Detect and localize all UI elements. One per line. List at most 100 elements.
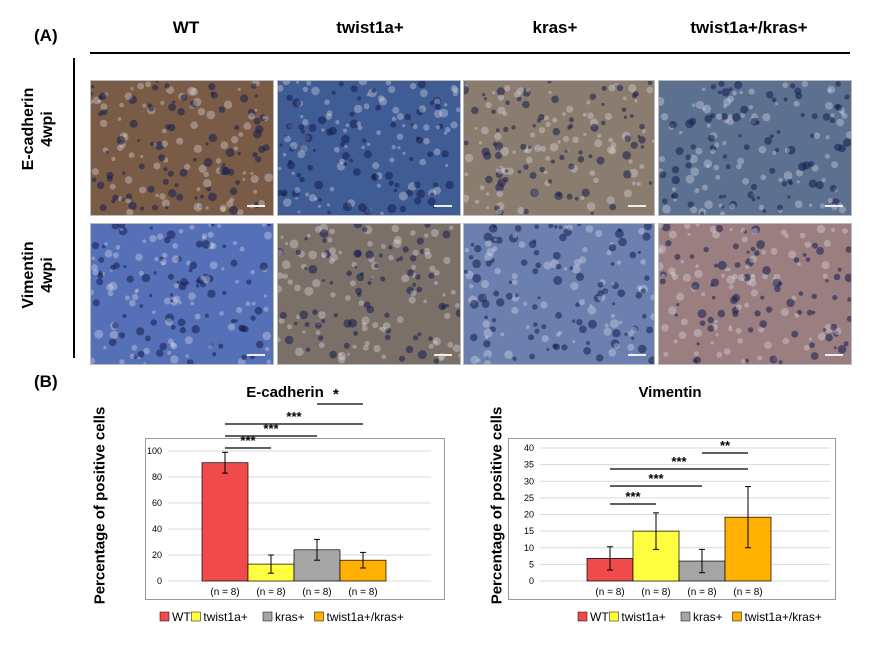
significance-label: ** (720, 438, 731, 453)
chart-title: E-cadherin (246, 384, 324, 401)
cell-nucleus (289, 239, 299, 249)
cell-nucleus (291, 189, 300, 198)
cell-nucleus (398, 191, 408, 201)
cell-nucleus (640, 288, 646, 294)
significance-label: *** (286, 409, 302, 424)
cell-nucleus (610, 142, 617, 149)
cell-nucleus (709, 144, 717, 152)
cell-nucleus (594, 139, 603, 148)
cell-nucleus (744, 358, 750, 363)
cell-nucleus (168, 103, 176, 112)
cell-nucleus (788, 250, 797, 259)
cell-nucleus (132, 354, 137, 359)
cell-nucleus (380, 211, 384, 215)
cell-nucleus (298, 124, 305, 131)
cell-nucleus (445, 181, 454, 190)
cell-nucleus (659, 247, 663, 253)
cell-nucleus (160, 100, 165, 105)
cell-nucleus (304, 237, 308, 241)
cell-nucleus (302, 330, 306, 334)
cell-nucleus (704, 200, 713, 209)
legend-swatch (609, 611, 619, 622)
cell-nucleus (832, 295, 838, 301)
cell-nucleus (746, 250, 750, 254)
cell-nucleus (546, 348, 550, 351)
cell-nucleus (365, 250, 374, 259)
cell-nucleus (197, 203, 203, 210)
cell-nucleus (177, 108, 185, 116)
cell-nucleus (435, 125, 441, 130)
n-label: (n = 8) (210, 587, 239, 598)
cell-nucleus (135, 288, 139, 293)
panel-b-label: (B) (34, 372, 58, 391)
cell-nucleus (122, 313, 127, 319)
cell-nucleus (783, 97, 788, 102)
cell-nucleus (342, 128, 348, 133)
cell-nucleus (595, 230, 603, 238)
cell-nucleus (205, 142, 209, 146)
cell-nucleus (722, 154, 728, 159)
cell-nucleus (739, 90, 743, 95)
cell-nucleus (423, 299, 428, 304)
cell-nucleus (474, 126, 478, 130)
cell-nucleus (224, 100, 233, 109)
cell-nucleus (230, 318, 236, 324)
cell-nucleus (795, 169, 803, 177)
cell-nucleus (384, 171, 394, 180)
cell-nucleus (345, 123, 350, 128)
cell-nucleus (702, 107, 706, 111)
cell-nucleus (131, 344, 138, 351)
cell-nucleus (663, 351, 669, 357)
cell-nucleus (687, 201, 694, 208)
cell-nucleus (117, 224, 126, 229)
cell-nucleus (715, 333, 719, 337)
cell-nucleus (203, 157, 213, 167)
cell-nucleus (563, 225, 568, 230)
cell-nucleus (452, 87, 459, 94)
cell-nucleus (468, 255, 474, 260)
cell-nucleus (821, 261, 830, 270)
cell-nucleus (429, 192, 435, 197)
cell-nucleus (155, 81, 159, 83)
cell-nucleus (496, 165, 505, 175)
cell-nucleus (783, 171, 793, 181)
cell-nucleus (324, 99, 330, 105)
cell-nucleus (555, 312, 562, 319)
cell-nucleus (363, 103, 370, 110)
cell-nucleus (185, 354, 189, 358)
cell-nucleus (744, 302, 750, 308)
cell-nucleus (378, 326, 383, 331)
cell-nucleus (680, 259, 685, 264)
cell-nucleus (483, 328, 493, 338)
cell-nucleus (210, 91, 218, 99)
cell-nucleus (343, 342, 350, 349)
cell-nucleus (292, 98, 302, 108)
cell-nucleus (819, 203, 826, 209)
cell-nucleus (429, 100, 434, 106)
cell-nucleus (732, 90, 737, 96)
cell-nucleus (846, 315, 851, 322)
cell-nucleus (264, 231, 272, 240)
cell-nucleus (537, 296, 541, 300)
cell-nucleus (762, 113, 771, 122)
cell-nucleus (801, 81, 809, 88)
cell-nucleus (428, 272, 435, 279)
cell-nucleus (113, 262, 120, 269)
cell-nucleus (91, 256, 96, 261)
cell-nucleus (341, 152, 350, 160)
cell-nucleus (338, 250, 342, 255)
cell-nucleus (328, 258, 335, 264)
cell-nucleus (346, 352, 350, 356)
cell-nucleus (122, 171, 126, 175)
cell-nucleus (717, 309, 726, 318)
cell-nucleus (632, 325, 639, 332)
cell-nucleus (619, 320, 623, 324)
cell-nucleus (219, 311, 224, 316)
cell-nucleus (687, 232, 691, 236)
cell-nucleus (695, 224, 700, 227)
cell-nucleus (402, 151, 406, 155)
cell-nucleus (302, 86, 309, 93)
cell-nucleus (720, 205, 725, 209)
cell-nucleus (728, 327, 733, 332)
cell-nucleus (514, 225, 522, 232)
